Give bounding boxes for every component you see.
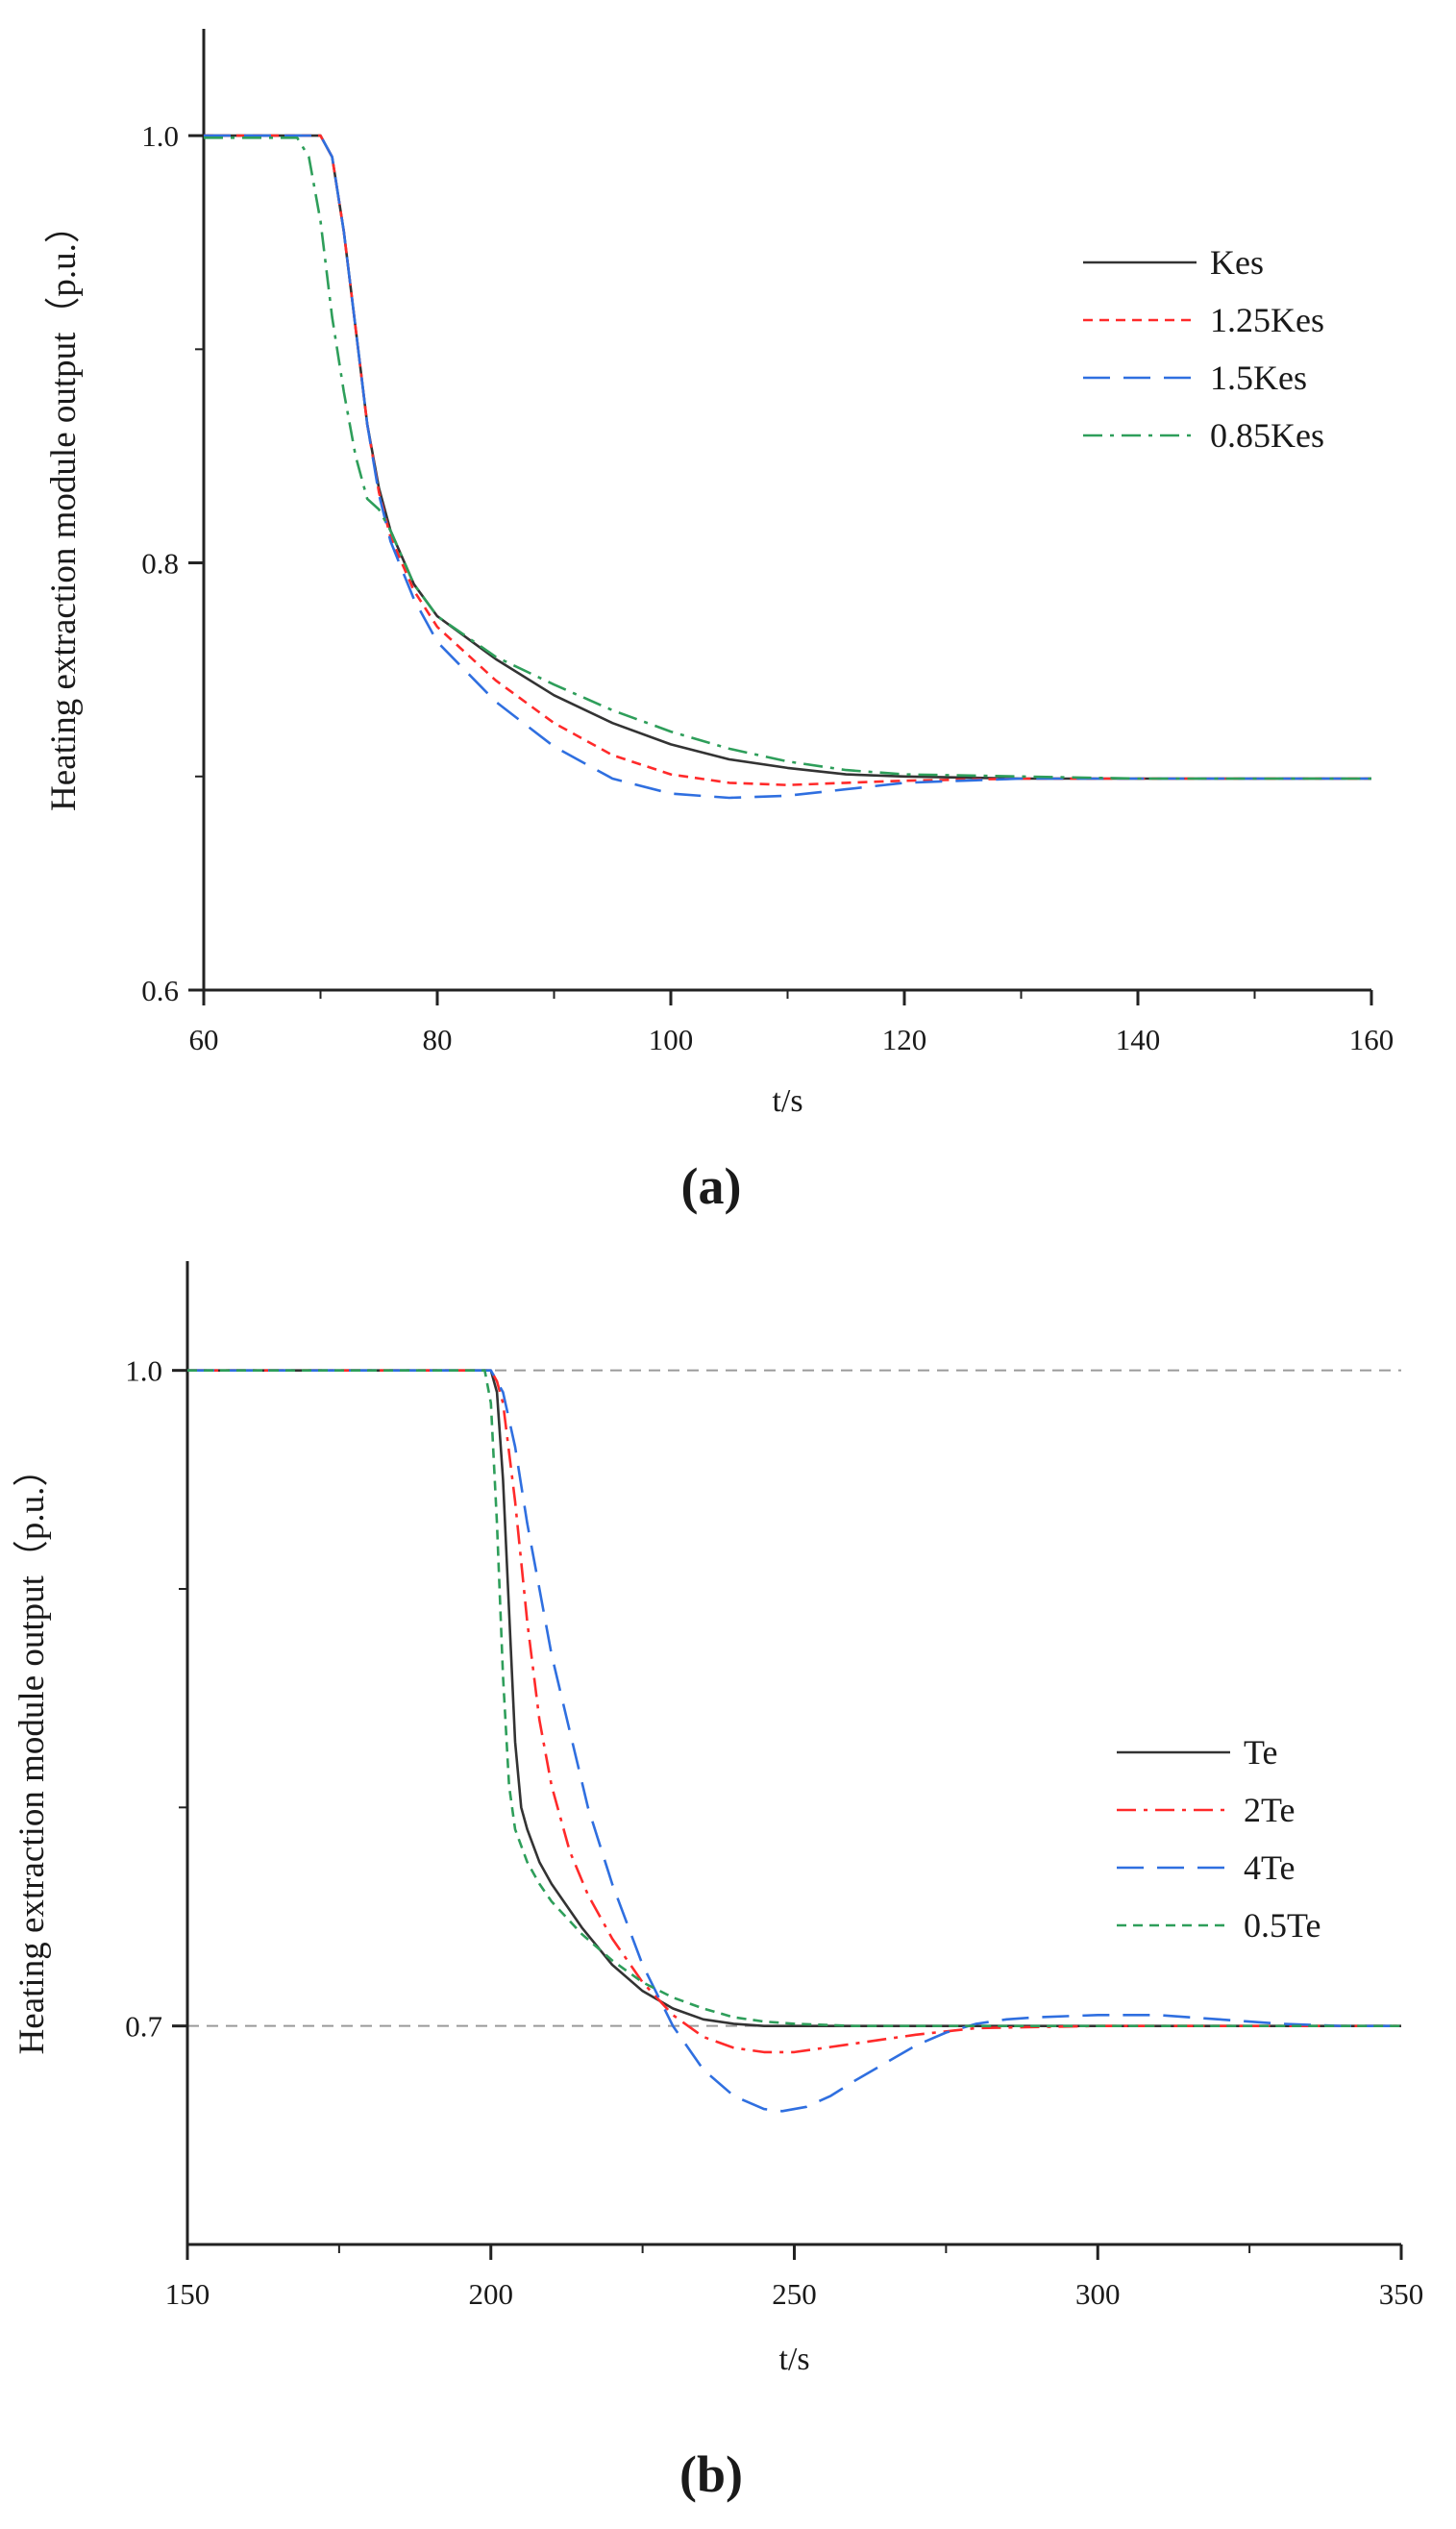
chart-panel-b: 150 200 250 300 350 0.7 1.0 Te 2Te 4Te 0.5Te t/s Hea… xyxy=(12,1261,1423,2503)
y-tick-label: 0.8 xyxy=(141,547,179,581)
x-tick-label: 60 xyxy=(189,1023,219,1056)
series-line-1-5kes xyxy=(204,134,1371,800)
legend-label: Te xyxy=(1244,1733,1277,1772)
series-line-1-25kes xyxy=(204,134,1371,786)
x-axis-title: t/s xyxy=(772,1083,802,1119)
x-tick-label: 300 xyxy=(1075,2277,1121,2311)
x-axis-title: t/s xyxy=(778,2342,809,2377)
legend-label: Kes xyxy=(1210,243,1264,282)
y-tick-label: 1.0 xyxy=(125,1354,162,1388)
series-line-0-5te xyxy=(187,1369,1401,2027)
series-line-2te xyxy=(187,1369,1401,2054)
series-line-kes xyxy=(204,134,1371,781)
series-line-4te xyxy=(187,1369,1401,2113)
y-tick-label: 0.7 xyxy=(125,2010,162,2044)
x-tick-label: 250 xyxy=(772,2277,817,2311)
x-tick-label: 150 xyxy=(165,2277,210,2311)
x-tick-label: 140 xyxy=(1116,1023,1161,1056)
panel-label: (b) xyxy=(679,2445,743,2503)
x-tick-label: 80 xyxy=(423,1023,453,1056)
x-tick-label: 100 xyxy=(649,1023,694,1056)
y-tick-label: 0.6 xyxy=(141,974,179,1007)
legend-label: 0.5Te xyxy=(1244,1906,1320,1945)
series-line-0-85kes xyxy=(204,136,1371,781)
x-tick-label: 200 xyxy=(469,2277,514,2311)
legend-label: 2Te xyxy=(1244,1791,1295,1829)
x-tick-label: 350 xyxy=(1379,2277,1424,2311)
legend-label: 1.5Kes xyxy=(1210,359,1307,397)
x-tick-label: 160 xyxy=(1349,1023,1394,1056)
x-tick-label: 120 xyxy=(882,1023,927,1056)
legend-label: 4Te xyxy=(1244,1848,1295,1887)
legend-label: 1.25Kes xyxy=(1210,301,1324,339)
y-tick-label: 1.0 xyxy=(141,119,179,153)
chart-panel-a: 60 80 100 120 140 160 0.6 0.8 1.0 Kes 1.25Kes 1.5Ke… xyxy=(44,29,1394,1215)
panel-label: (a) xyxy=(681,1157,742,1215)
series-line-te xyxy=(187,1369,1401,2027)
legend-label: 0.85Kes xyxy=(1210,416,1324,455)
y-axis-title: Heating extraction module output（p.u.） xyxy=(12,1451,52,2055)
y-axis-title: Heating extraction module output（p.u.） xyxy=(44,208,84,811)
